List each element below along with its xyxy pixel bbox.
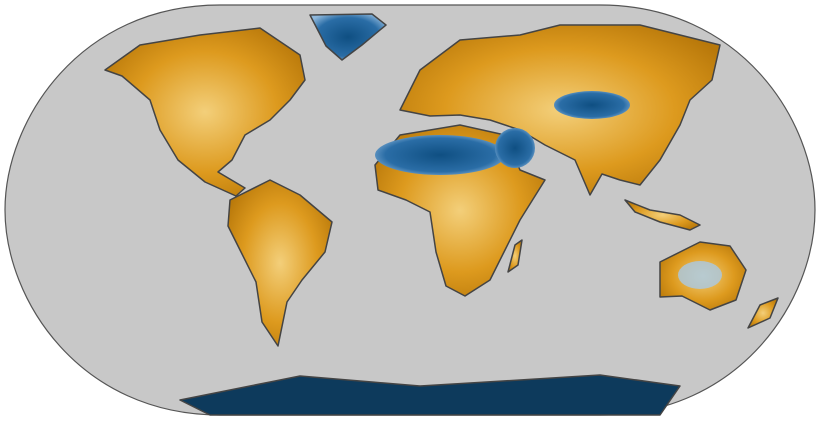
central-asia	[554, 91, 630, 119]
australia-interior	[678, 261, 722, 289]
south-america	[227, 179, 333, 347]
antarctica	[179, 374, 681, 416]
north-america	[104, 27, 306, 197]
arabia	[495, 128, 535, 168]
madagascar	[507, 239, 523, 273]
sahara	[375, 135, 505, 175]
indonesia	[624, 199, 701, 231]
new-zealand	[747, 297, 779, 329]
greenland	[309, 13, 387, 61]
